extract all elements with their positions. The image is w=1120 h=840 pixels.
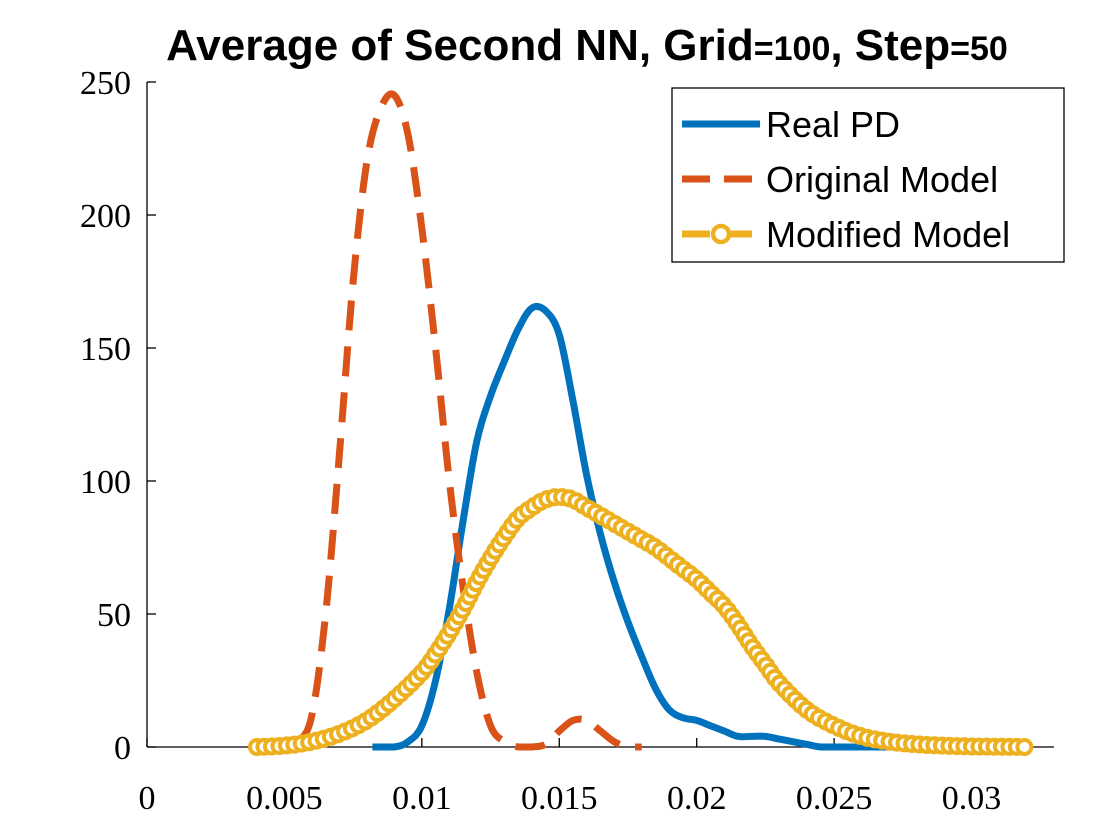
legend: Real PD Original Model Modified Model <box>671 87 1065 263</box>
legend-label: Modified Model <box>766 214 1010 255</box>
chart-title: Average of Second NN, Grid=100, Step=50 <box>166 21 1008 70</box>
series-original-model <box>256 90 642 751</box>
series-modified-model <box>247 488 1034 756</box>
x-tick-label: 0.02 <box>667 780 727 817</box>
y-tick-label: 0 <box>114 730 131 767</box>
x-tick-label: 0.01 <box>392 780 452 817</box>
series-marker <box>1015 737 1034 756</box>
axes: 0 50 100 150 200 250 0 0.005 0.01 0.015 0.02 0.025 0… <box>80 65 1054 817</box>
y-tick-label: 100 <box>80 464 131 501</box>
x-tick-label: 0.03 <box>942 780 1002 817</box>
x-tick-label: 0.015 <box>521 780 598 817</box>
y-tick-label: 150 <box>80 331 131 368</box>
legend-item-real-pd: Real PD <box>682 104 900 145</box>
y-tick-label: 250 <box>80 65 131 102</box>
y-tick-label: 50 <box>97 597 131 634</box>
legend-label: Original Model <box>766 159 998 200</box>
series-real-pd <box>372 302 917 751</box>
x-tick-label: 0.005 <box>246 780 323 817</box>
legend-item-modified-model: Modified Model <box>682 214 1010 255</box>
y-tick-label: 200 <box>80 198 131 235</box>
legend-item-original-model: Original Model <box>682 159 998 200</box>
x-tick-label: 0.025 <box>796 780 873 817</box>
series-line-original-model <box>256 90 642 751</box>
series-line-real-pd <box>372 302 917 751</box>
x-tick-label: 0 <box>139 780 156 817</box>
legend-marker <box>710 223 732 245</box>
series-layer <box>247 90 1034 756</box>
legend-label: Real PD <box>766 104 900 145</box>
